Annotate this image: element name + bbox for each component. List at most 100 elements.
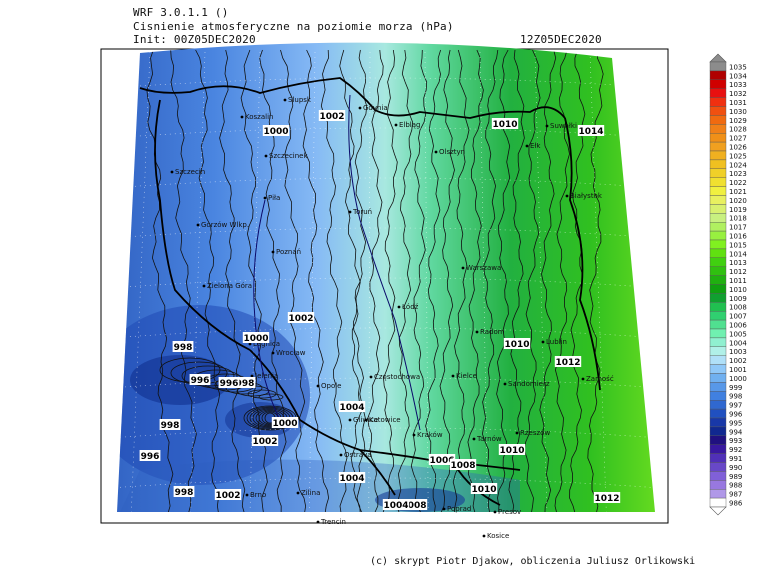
colorbar-swatch	[709, 213, 727, 223]
isobar-line	[554, 49, 570, 513]
graticule-meridian	[424, 51, 429, 513]
isobar-label-box	[173, 486, 195, 497]
isobar-label-box	[242, 332, 270, 343]
isobar-label: 1008	[450, 461, 475, 471]
colorbar-label: 1028	[729, 126, 747, 134]
city-dot	[271, 351, 275, 355]
colorbar-swatch	[709, 489, 727, 499]
graticule-meridian	[534, 51, 548, 513]
city-dot	[263, 196, 267, 200]
isobar-label: 1012	[594, 494, 619, 504]
isobar-line	[481, 49, 499, 513]
colorbar-label: 999	[729, 384, 742, 392]
city-dot	[358, 106, 362, 110]
colorbar-swatch	[709, 480, 727, 490]
isobar-label: 996	[141, 452, 160, 462]
isobar-label-box	[498, 444, 526, 455]
city-dot	[348, 210, 352, 214]
city-dot	[545, 124, 549, 128]
colorbar-swatch	[709, 97, 727, 107]
colorbar-swatch	[709, 141, 727, 152]
colorbar-swatch	[709, 453, 727, 463]
colorbar-swatch	[709, 284, 727, 294]
city-dot	[316, 520, 320, 524]
city-label: Gorzów Wlkp.	[201, 221, 249, 229]
city-label: Lublin	[546, 338, 567, 346]
variable-title: Cisnienie atmosferyczne na poziomie morz…	[133, 20, 454, 33]
colorbar-swatch	[709, 408, 727, 419]
colorbar-label: 1020	[729, 197, 747, 205]
colorbar-swatch	[709, 115, 727, 125]
colorbar-swatch	[709, 293, 727, 303]
isobar-label-box	[470, 483, 498, 494]
city-dot	[170, 170, 174, 174]
colorbar-swatch	[709, 275, 727, 285]
graticule-parallel	[117, 177, 655, 189]
colorbar-label: 1003	[729, 348, 747, 356]
isobar-line	[146, 49, 174, 513]
isobar-label-box	[503, 338, 531, 349]
colorbar-label: 1027	[729, 135, 747, 143]
isobar-line	[367, 49, 384, 513]
colorbar-label: 1017	[729, 224, 747, 232]
city-label: Warszawa	[466, 264, 501, 272]
isobar-label: 1002	[215, 491, 240, 501]
city-label: Łódź	[401, 303, 419, 311]
city-dot	[264, 154, 268, 158]
city-dot	[283, 98, 287, 102]
isobar-label: 1002	[252, 437, 277, 447]
isobar-line	[170, 49, 197, 513]
city-dot	[442, 507, 446, 511]
colorbar-label: 1035	[729, 63, 747, 71]
colorbar-swatch	[709, 159, 727, 169]
isobar-label-box	[577, 125, 605, 136]
colorbar-swatch	[709, 204, 727, 214]
city-dot	[271, 250, 275, 254]
isobar-label-box	[287, 312, 315, 323]
colorbar-swatch	[709, 248, 727, 258]
city-dot	[397, 305, 401, 309]
city-label: Brno	[250, 491, 266, 499]
isobar-line	[195, 49, 221, 513]
colorbar-label: 994	[729, 428, 743, 436]
city-label: Poznań	[276, 248, 301, 256]
colorbar-label: 993	[729, 437, 742, 445]
graticule-parallel	[117, 427, 655, 439]
isobar-line	[320, 49, 348, 513]
city-label: Zielona Góra	[207, 282, 252, 290]
city-dot	[472, 437, 476, 441]
graticule-parallel	[117, 127, 655, 139]
city-dot	[394, 123, 398, 127]
city-label: Poprad	[447, 505, 471, 513]
city-label: Toruń	[352, 208, 372, 216]
city-label: Wrocław	[276, 349, 306, 357]
colorbar-label: 1011	[729, 277, 747, 285]
city-dot	[245, 493, 249, 497]
city-dot	[369, 375, 373, 379]
isobar-label: 1014	[578, 127, 603, 137]
rivers	[253, 94, 421, 431]
colorbar-label: 991	[729, 455, 742, 463]
isobar-label-box	[593, 492, 621, 503]
city-label: Zilina	[301, 489, 320, 497]
isobar-label: 1004	[339, 403, 364, 413]
model-title: WRF 3.0.1.1 ()	[133, 6, 229, 19]
isobar-line	[508, 49, 525, 513]
colorbar-label: 1006	[729, 322, 747, 330]
colorbar-label: 1007	[729, 313, 747, 321]
city-label: Ełk	[530, 142, 541, 150]
isobar-label: 1000	[263, 127, 288, 137]
colorbar-swatch	[709, 400, 727, 410]
city-label: Tarnów	[476, 435, 502, 443]
isobar-label: 1002	[319, 112, 344, 122]
colorbar-label: 986	[729, 500, 743, 508]
city-dot	[202, 284, 206, 288]
colorbar-swatch	[709, 497, 727, 508]
city-label: Częstochowa	[374, 373, 420, 381]
isobar-line	[302, 49, 330, 513]
colorbar-swatch	[709, 364, 727, 374]
colorbar-label: 992	[729, 446, 742, 454]
isobar-label-box	[338, 401, 366, 412]
